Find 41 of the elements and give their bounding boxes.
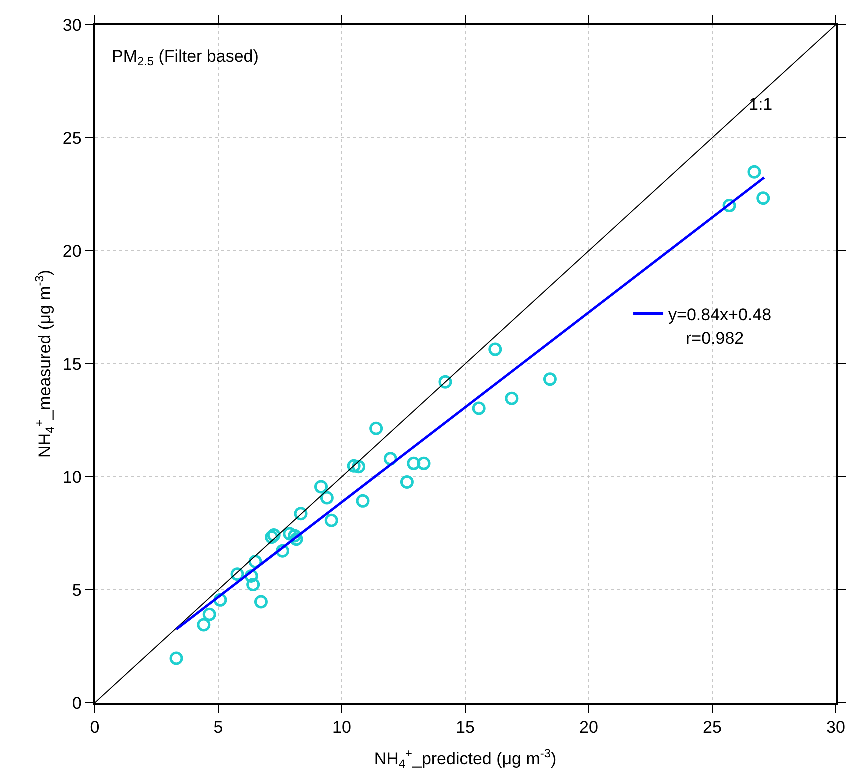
point (356, 494, 370, 508)
x-tick-label: 5 (214, 718, 224, 738)
point (347, 459, 361, 473)
x-tick-label: 30 (826, 718, 846, 738)
x-tick-label: 10 (332, 718, 352, 738)
x-tick-label: 15 (456, 718, 475, 738)
point (488, 342, 502, 356)
point (246, 578, 260, 592)
point (294, 507, 308, 521)
point (417, 456, 431, 470)
x-tick-label: 0 (90, 718, 100, 738)
point (370, 422, 384, 436)
point (254, 595, 268, 609)
x-axis-title: NH$_{4}$$^{+}$_predicted (μg m$^{-3}$) (374, 746, 557, 772)
point (756, 192, 770, 206)
point (283, 527, 297, 541)
annotation: r=0.982 (686, 329, 744, 348)
point (543, 372, 557, 386)
y-tick-label: 20 (62, 242, 82, 261)
point (438, 375, 452, 389)
x-tick-label: 20 (580, 718, 598, 738)
point (314, 480, 328, 494)
legend-label: y=0.84x+0.48 (668, 305, 772, 324)
annotation: 1:1 (749, 95, 773, 114)
y-tick-label: 5 (72, 580, 82, 600)
point (197, 618, 211, 632)
point (505, 392, 519, 406)
y-tick-label: 30 (62, 16, 82, 35)
y-tick-label: 25 (62, 128, 82, 148)
point (202, 608, 216, 622)
point (407, 456, 421, 470)
point (748, 165, 762, 179)
y-tick-label: 10 (62, 468, 82, 487)
y-tick-label: 15 (62, 354, 82, 374)
point (170, 652, 184, 666)
point (324, 514, 338, 528)
point (400, 475, 414, 489)
annotation: PM$_{2.5}$ (Filter based) (112, 47, 259, 69)
x-tick-label: 25 (703, 718, 722, 738)
y-tick-label: 0 (72, 694, 82, 713)
point (472, 402, 486, 416)
